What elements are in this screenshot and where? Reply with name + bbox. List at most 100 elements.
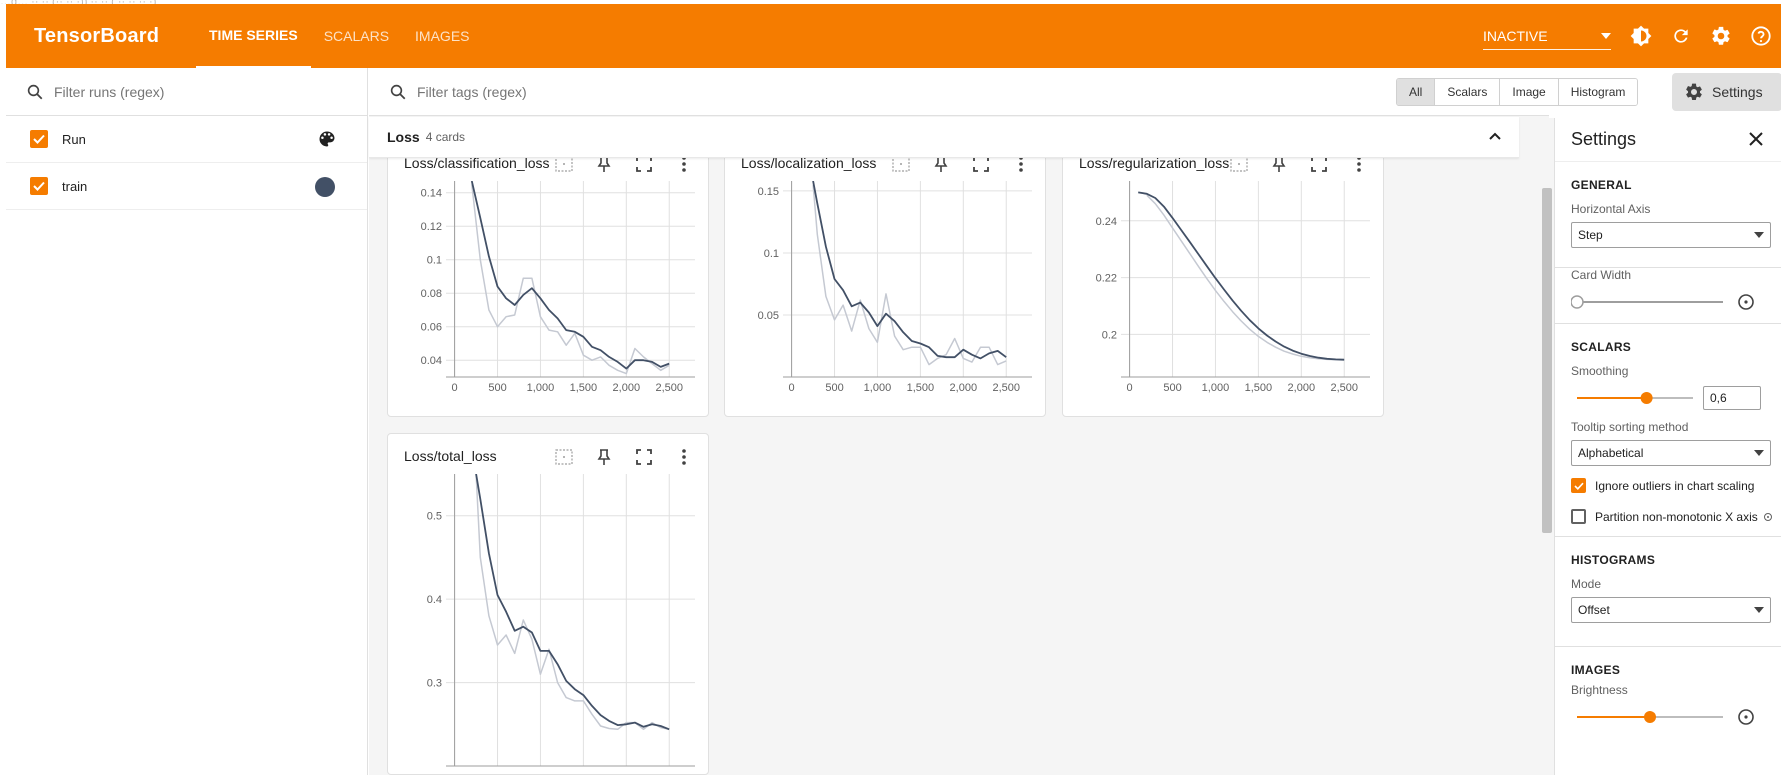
chart-plot[interactable]: 0.04 0.06 0.08 0.1 0.12 0.14 0 500 1,000 1,500 2,0…: [388, 181, 708, 417]
card-width-slider-track[interactable]: [1570, 290, 1771, 314]
tooltip-sorting-select[interactable]: Alphabetical: [1571, 440, 1771, 466]
smoothed-series-line: [475, 474, 670, 731]
tab-time-series[interactable]: TIME SERIES: [196, 4, 311, 68]
smoothing-slider-track[interactable]: [1571, 386, 1701, 410]
chart-plot[interactable]: 0.05 0.1 0.15 0 500 1,000 1,500 2,000 2,500: [725, 181, 1045, 417]
x-tick-label: 2,000: [1288, 382, 1316, 394]
histogram-mode-select[interactable]: Offset: [1571, 597, 1771, 623]
info-icon[interactable]: [1763, 512, 1773, 522]
card-title: Loss/regularization_loss: [1079, 155, 1230, 171]
main-scrollbar[interactable]: [1540, 118, 1554, 775]
top-app-bar: TensorBoard TIME SERIES SCALARS IMAGES I…: [6, 4, 1781, 68]
settings-toggle-button[interactable]: Settings: [1672, 73, 1781, 111]
card-width-slider-thumb[interactable]: [1570, 295, 1584, 309]
tooltip-sorting-label: Tooltip sorting method: [1571, 420, 1689, 434]
histogram-mode-value: Offset: [1578, 603, 1610, 617]
scrollbar-thumb[interactable]: [1542, 188, 1552, 533]
y-tick-label: 0.3: [427, 678, 442, 690]
brand-title: TensorBoard: [34, 24, 160, 47]
settings-title: Settings: [1571, 129, 1637, 149]
y-tick-label: 0.04: [421, 355, 442, 367]
settings-general: GENERAL Horizontal Axis Step: [1555, 162, 1781, 268]
search-icon: [27, 84, 43, 99]
tag-filter-input[interactable]: Filter tags (regex): [417, 83, 527, 100]
x-tick-label: 2,000: [613, 382, 641, 394]
smoothing-slider[interactable]: 0,6: [1571, 386, 1771, 410]
raw-series-line: [1146, 194, 1345, 361]
y-tick-label: 0.14: [421, 188, 442, 200]
gear-icon: [1686, 83, 1702, 100]
x-tick-label: 500: [825, 382, 843, 394]
chart-plot[interactable]: 0.2 0.22 0.24 0 500 1,000 1,500 2,000 2,500: [1063, 181, 1383, 417]
smoothing-slider-thumb[interactable]: [1640, 392, 1653, 404]
chevron-up-icon[interactable]: [1487, 128, 1503, 144]
scalar-card: Loss/total_loss 0.3 0.4 0.5: [387, 433, 709, 775]
fullscreen-icon[interactable]: [630, 444, 658, 470]
runs-filter-input[interactable]: Filter runs (regex): [54, 83, 165, 100]
fit-domain-icon[interactable]: [550, 444, 578, 470]
card-title: Loss/classification_loss: [404, 155, 550, 171]
more-vert-icon[interactable]: [670, 444, 698, 470]
x-tick-label: 0: [452, 382, 458, 394]
y-tick-label: 0.15: [758, 186, 779, 198]
type-scalars-button[interactable]: Scalars: [1435, 79, 1501, 105]
top-overlay-text: …g… ·· ·· (·· ·· ·)) ·· ·· ( ·· ·· ·· ·): [0, 0, 1781, 4]
plugin-type-toggle: All Scalars Image Histogram: [1396, 78, 1639, 106]
card-title: Loss/localization_loss: [741, 155, 877, 171]
refresh-icon[interactable]: [1669, 24, 1693, 48]
palette-icon[interactable]: [317, 129, 337, 149]
x-tick-label: 1,000: [864, 382, 892, 394]
run-row-train[interactable]: train: [6, 163, 367, 210]
dropdown-arrow-icon: [1601, 32, 1611, 39]
reset-icon[interactable]: [1738, 294, 1754, 310]
partition-checkbox[interactable]: [1571, 509, 1586, 524]
type-histogram-button[interactable]: Histogram: [1558, 79, 1638, 105]
horizontal-axis-value: Step: [1578, 228, 1603, 242]
group-count: 4 cards: [425, 130, 466, 144]
dropdown-arrow-icon: [1754, 232, 1764, 238]
raw-series-line: [471, 184, 670, 375]
run-row-run[interactable]: Run: [6, 116, 367, 163]
horizontal-axis-label: Horizontal Axis: [1571, 202, 1651, 216]
runs-filter[interactable]: Filter runs (regex): [6, 68, 367, 116]
ignore-outliers-option[interactable]: Ignore outliers in chart scaling: [1571, 478, 1781, 493]
dropdown-arrow-icon: [1754, 607, 1764, 613]
histogram-mode-label: Mode: [1571, 577, 1602, 591]
x-tick-label: 1,500: [1245, 382, 1273, 394]
settings-histograms: HISTOGRAMS Mode Offset: [1555, 537, 1781, 647]
pin-icon[interactable]: [590, 444, 618, 470]
ignore-outliers-checkbox[interactable]: [1571, 478, 1586, 493]
brightness-label: Brightness: [1571, 683, 1628, 697]
settings-gear-icon[interactable]: [1709, 24, 1733, 48]
horizontal-axis-select[interactable]: Step: [1571, 222, 1771, 248]
run-checkbox[interactable]: [30, 130, 48, 148]
help-icon[interactable]: [1749, 24, 1773, 48]
run-color-swatch[interactable]: [315, 177, 335, 197]
train-checkbox[interactable]: [30, 177, 48, 195]
y-tick-label: 0.2: [1102, 329, 1117, 341]
x-tick-label: 2,000: [950, 382, 978, 394]
theme-icon[interactable]: [1629, 24, 1653, 48]
brightness-slider-thumb[interactable]: [1644, 711, 1656, 723]
brightness-slider[interactable]: [1571, 705, 1771, 729]
reset-icon[interactable]: [1738, 709, 1754, 725]
tab-images[interactable]: IMAGES: [415, 28, 470, 44]
run-label: Run: [62, 131, 86, 147]
section-title: HISTOGRAMS: [1571, 553, 1656, 567]
close-icon[interactable]: [1747, 130, 1765, 148]
x-tick-label: 0: [1127, 382, 1133, 394]
settings-images: IMAGES Brightness: [1555, 647, 1781, 737]
type-image-button[interactable]: Image: [1500, 79, 1559, 105]
tab-scalars[interactable]: SCALARS: [323, 28, 390, 44]
chart-plot[interactable]: 0.3 0.4 0.5: [388, 474, 708, 774]
card-group-header[interactable]: Loss 4 cards: [369, 117, 1519, 158]
smoothing-input[interactable]: 0,6: [1703, 386, 1761, 410]
ignore-outliers-label: Ignore outliers in chart scaling: [1595, 478, 1755, 493]
brightness-slider-track[interactable]: [1571, 705, 1771, 729]
partition-option[interactable]: Partition non-monotonic X axis: [1571, 509, 1781, 524]
plugin-select[interactable]: INACTIVE: [1483, 22, 1611, 50]
type-all-button[interactable]: All: [1397, 79, 1436, 105]
y-tick-label: 0.05: [758, 310, 779, 322]
x-tick-label: 2,500: [655, 382, 683, 394]
card-width-slider[interactable]: [1570, 290, 1771, 314]
